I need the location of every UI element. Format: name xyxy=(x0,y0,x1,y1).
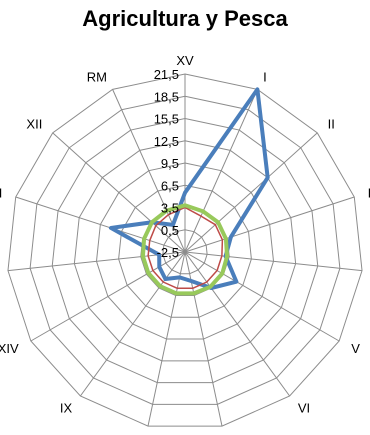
tick-label: 21,5 xyxy=(154,67,179,82)
grid-ring xyxy=(29,95,341,405)
category-label: RM xyxy=(87,70,107,85)
grid-ring xyxy=(73,140,297,362)
grid-spoke xyxy=(184,251,363,272)
tick-label: 12,5 xyxy=(154,134,179,149)
series-line-3 xyxy=(140,203,230,296)
grid-ring xyxy=(162,229,208,275)
tick-label: 6,5 xyxy=(161,178,179,193)
radial-tick-labels: -2,5 0,5 3,5 6,5 9,5 12,5 15,5 18,5 21,5 xyxy=(154,67,179,260)
category-label: V xyxy=(351,341,360,356)
grid-spoke xyxy=(184,251,291,397)
category-label: XV xyxy=(176,53,194,68)
grid-ring xyxy=(95,162,275,340)
category-label: IX xyxy=(60,400,73,415)
grid-spoke xyxy=(7,251,186,272)
tick-label: 3,5 xyxy=(161,201,179,216)
category-label: VI xyxy=(298,400,310,415)
category-label: XI xyxy=(0,186,2,201)
category-label: XII xyxy=(26,117,42,132)
category-label: II xyxy=(328,117,335,132)
tick-label: 15,5 xyxy=(154,112,179,127)
grid-spoke xyxy=(184,196,355,253)
chart-title: Agricultura y Pesca xyxy=(82,6,288,31)
tick-label: 9,5 xyxy=(161,156,179,171)
tick-label: 0,5 xyxy=(161,223,179,238)
grid-spoke xyxy=(52,132,186,253)
radar-grid xyxy=(7,73,363,427)
grid-spoke xyxy=(147,251,186,427)
tick-label: 18,5 xyxy=(154,89,179,104)
grid-spoke xyxy=(184,132,318,253)
grid-ring xyxy=(7,73,363,427)
category-label: XIV xyxy=(0,341,19,356)
grid-spoke xyxy=(184,251,340,342)
category-label: VII xyxy=(217,433,233,435)
grid-ring xyxy=(51,117,319,384)
category-label: III xyxy=(368,186,370,201)
series-line-1 xyxy=(108,87,270,291)
series-line-2 xyxy=(147,206,224,290)
radar-series xyxy=(108,87,270,296)
grid-spoke xyxy=(79,251,186,397)
category-label: I xyxy=(263,70,267,85)
tick-label: -2,5 xyxy=(157,245,179,260)
grid-spoke xyxy=(15,196,186,253)
grid-spoke xyxy=(184,89,258,253)
category-labels: XVIIIIIIIVVVIVIIVIIIIXXIVXXIXIIRM xyxy=(0,53,370,435)
